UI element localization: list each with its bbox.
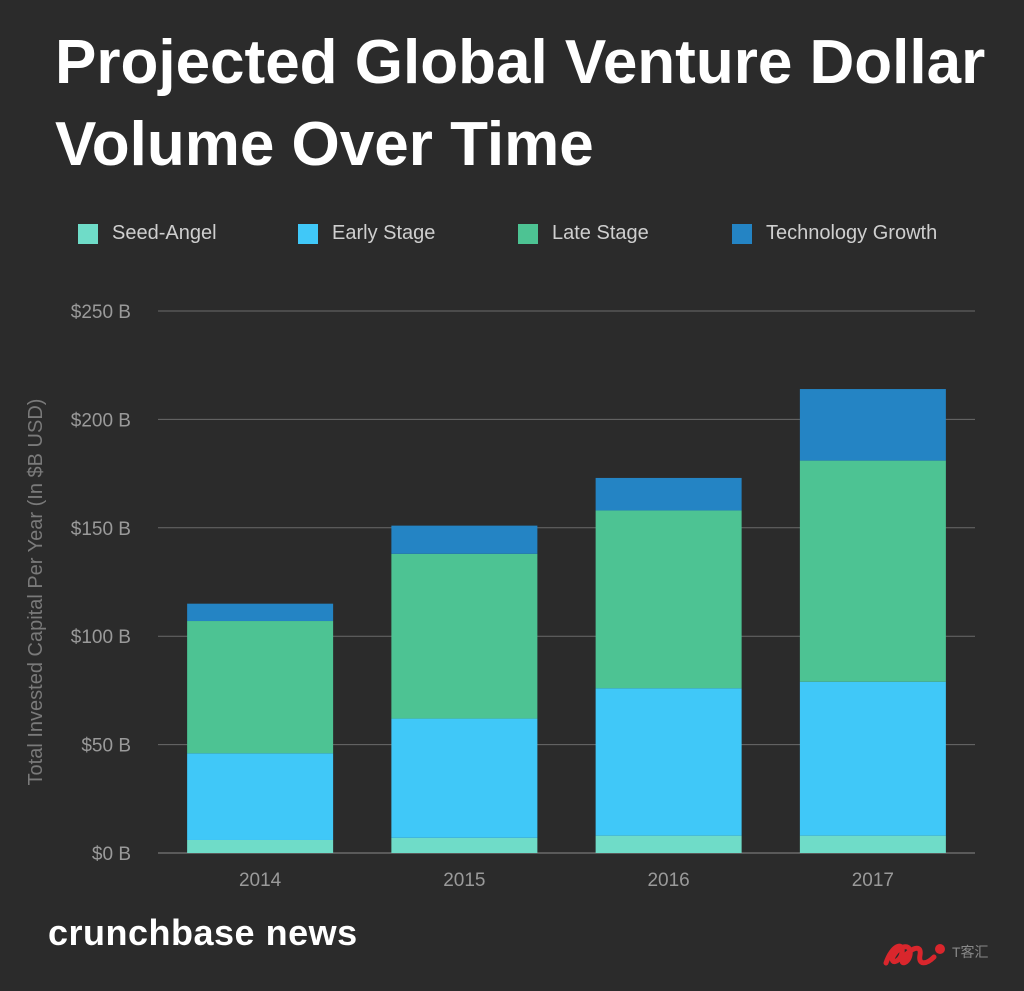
y-tick-label: $100 B bbox=[71, 627, 131, 648]
y-tick-label: $250 B bbox=[71, 302, 131, 323]
y-tick-label: $150 B bbox=[71, 519, 131, 540]
y-tick-label: $50 B bbox=[81, 736, 131, 757]
bar-segment-seed-angel-2014 bbox=[187, 839, 334, 853]
legend-swatch-seed-angel bbox=[78, 223, 98, 244]
bar-segment-late-stage-2014 bbox=[187, 621, 334, 754]
bar-segment-seed-angel-2017 bbox=[799, 835, 946, 853]
legend-label-seed-angel: Seed-Angel bbox=[112, 222, 217, 244]
bar-segment-technology-growth-2016 bbox=[595, 477, 742, 511]
bar-segment-early-stage-2016 bbox=[595, 688, 742, 836]
chart-title: Projected Global Venture Dollar Volume O… bbox=[55, 28, 986, 179]
legend-label-late-stage: Late Stage bbox=[552, 222, 649, 244]
crunchbase-news-logo: crunchbase news bbox=[48, 912, 358, 953]
legend-label-early-stage: Early Stage bbox=[332, 222, 436, 244]
legend-label-technology-growth: Technology Growth bbox=[766, 222, 938, 244]
legend-swatch-technology-growth bbox=[732, 223, 752, 244]
legend-item-early-stage: Early Stage bbox=[298, 222, 435, 245]
y-axis-title: Total Invested Capital Per Year (In $B U… bbox=[25, 399, 47, 786]
bar-segment-early-stage-2014 bbox=[187, 753, 334, 840]
legend-swatch-early-stage bbox=[298, 223, 318, 244]
legend-item-seed-angel: Seed-Angel bbox=[78, 222, 217, 245]
bar-segment-late-stage-2015 bbox=[391, 553, 538, 719]
legend-item-late-stage: Late Stage bbox=[518, 222, 649, 245]
x-tick-label: 2017 bbox=[852, 870, 894, 891]
x-tick-label: 2014 bbox=[239, 870, 282, 891]
y-tick-label: $0 B bbox=[92, 844, 131, 865]
x-tick-label: 2015 bbox=[443, 870, 485, 891]
bar-segment-late-stage-2016 bbox=[595, 510, 742, 689]
bar-segment-seed-angel-2015 bbox=[391, 837, 538, 853]
y-tick-label: $200 B bbox=[71, 410, 131, 431]
bar-segment-early-stage-2015 bbox=[391, 718, 538, 838]
legend-swatch-late-stage bbox=[518, 223, 538, 244]
x-tick-label: 2016 bbox=[647, 870, 689, 891]
bar-segment-technology-growth-2015 bbox=[391, 525, 538, 554]
bar-segment-seed-angel-2016 bbox=[595, 835, 742, 853]
bar-segment-technology-growth-2014 bbox=[187, 603, 334, 622]
legend-item-technology-growth: Technology Growth bbox=[732, 222, 937, 245]
watermark-text: T客汇 bbox=[952, 944, 989, 960]
stacked-bar-chart: $0 B $50 B $100 B $150 B $200 B $250 B Total I… bbox=[25, 302, 975, 891]
bar-segment-early-stage-2017 bbox=[799, 681, 946, 836]
watermark: T客汇 bbox=[882, 935, 989, 969]
bar-segment-technology-growth-2017 bbox=[799, 389, 946, 461]
bar-segment-late-stage-2017 bbox=[799, 460, 946, 682]
chart-legend: Seed-Angel Early Stage Late Stage Techno… bbox=[78, 222, 998, 248]
watermark-logo-icon bbox=[883, 943, 945, 966]
